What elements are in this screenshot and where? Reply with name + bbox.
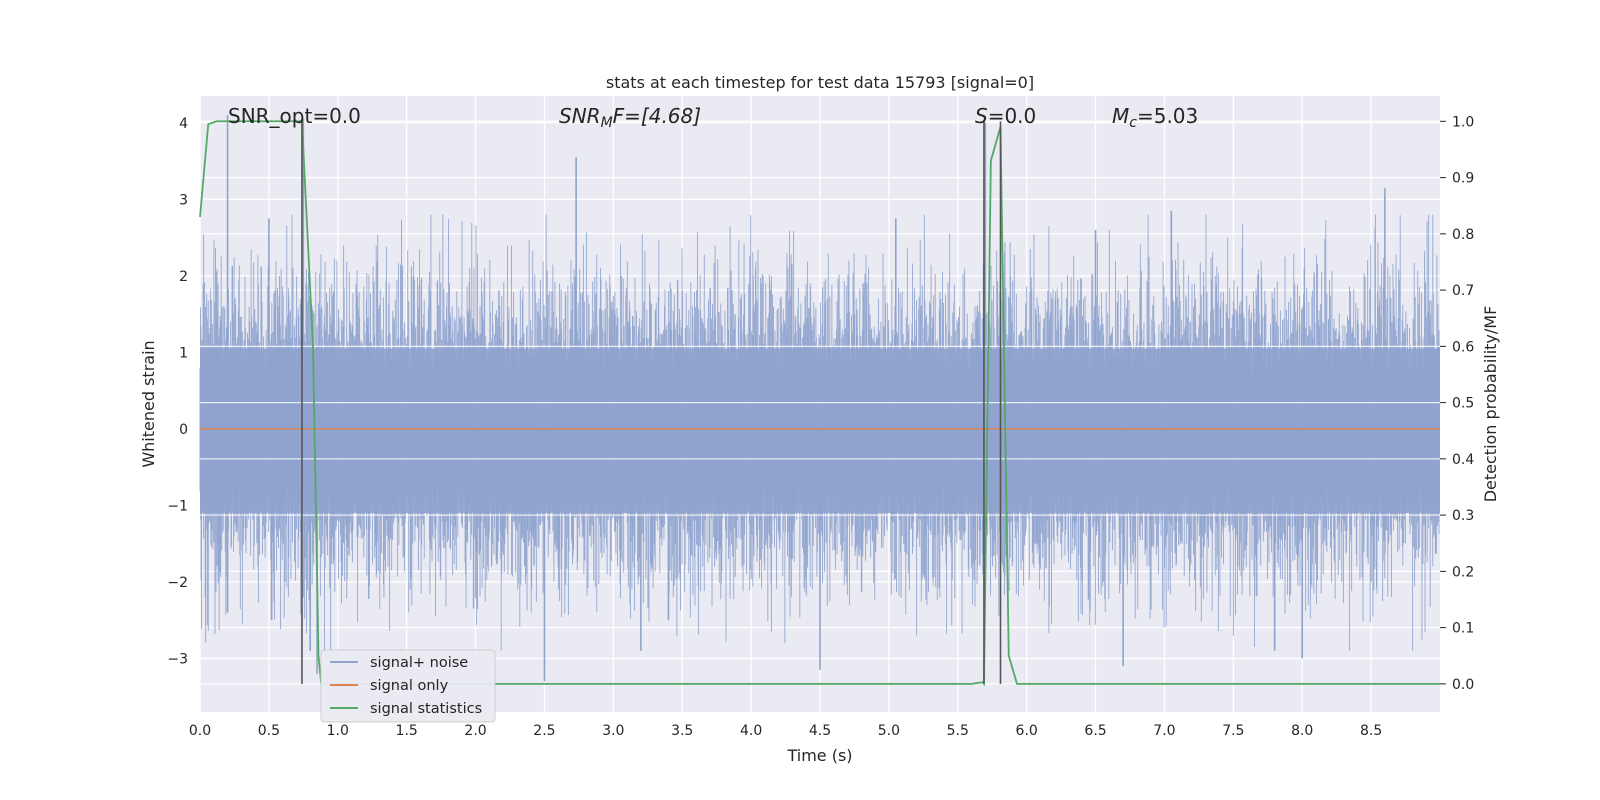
y-right-tick-label: 0.6: [1452, 339, 1474, 355]
y-left-tick-label: −1: [167, 498, 188, 514]
x-tick-label: 3.0: [602, 723, 624, 739]
x-tick-labels: 0.0 0.5 1.0 1.5 2.0 2.5 3.0 3.5 4.0 4.5 5.0 5.5 6.0 6…: [189, 723, 1382, 739]
legend-label-signal-noise: signal+ noise: [370, 655, 468, 671]
x-tick-label: 6.0: [1016, 723, 1038, 739]
y-right-tick-label: 0.1: [1452, 621, 1474, 637]
x-tick-label: 8.0: [1291, 723, 1313, 739]
x-tick-label: 7.0: [1153, 723, 1175, 739]
x-tick-label: 2.5: [533, 723, 555, 739]
y-left-tick-label: 0: [179, 422, 188, 438]
x-tick-label: 5.0: [878, 723, 900, 739]
annotation-snr-opt: SNR_opt=0.0: [228, 104, 361, 128]
x-tick-label: 8.5: [1360, 723, 1382, 739]
y-right-tick-label: 1.0: [1452, 114, 1474, 130]
annotation-mc: Mc=5.03: [1112, 104, 1198, 131]
y-left-tick-label: 2: [179, 269, 188, 285]
y-left-tick-label: −3: [167, 651, 188, 667]
y-left-tick-label: −2: [167, 575, 188, 591]
y-right-tick-labels: 0.0 0.1 0.2 0.3 0.4 0.5 0.6 0.7 0.8 0.9 1.0: [1440, 114, 1474, 693]
x-tick-label: 4.0: [740, 723, 762, 739]
y-right-tick-label: 0.2: [1452, 564, 1474, 580]
y-right-tick-label: 0.7: [1452, 283, 1474, 299]
x-tick-label: 1.0: [327, 723, 349, 739]
legend-label-signal-only: signal only: [370, 678, 449, 694]
x-tick-label: 4.5: [809, 723, 831, 739]
x-tick-label: 2.0: [464, 723, 486, 739]
legend-box: [320, 649, 496, 723]
x-tick-label: 6.5: [1084, 723, 1106, 739]
y-right-axis-label: Detection probability/MF: [1481, 306, 1500, 503]
y-left-tick-label: 3: [179, 192, 188, 208]
y-left-tick-labels: −3 −2 −1 0 1 2 3 4: [167, 116, 188, 668]
x-tick-label: 5.5: [947, 723, 969, 739]
legend: signal+ noise signal only signal statist…: [320, 649, 496, 723]
x-axis-label: Time (s): [786, 746, 852, 765]
y-right-tick-label: 0.8: [1452, 227, 1474, 243]
x-tick-label: 0.0: [189, 723, 211, 739]
y-right-tick-label: 0.5: [1452, 396, 1474, 412]
x-tick-label: 1.5: [396, 723, 418, 739]
y-right-tick-label: 0.4: [1452, 452, 1474, 468]
series-signal-noise: [199, 115, 1440, 682]
x-tick-label: 7.5: [1222, 723, 1244, 739]
x-tick-label: 0.5: [258, 723, 280, 739]
x-tick-label: 3.5: [671, 723, 693, 739]
marker-lines: [301, 121, 1002, 684]
chart-title: stats at each timestep for test data 157…: [606, 73, 1034, 92]
y-left-axis-label: Whitened strain: [139, 340, 158, 467]
y-right-tick-label: 0.9: [1452, 171, 1474, 187]
y-left-tick-label: 1: [179, 345, 188, 361]
y-left-tick-label: 4: [179, 116, 188, 132]
legend-label-signal-statistics: signal statistics: [370, 701, 482, 717]
annotation-s: S=0.0: [975, 104, 1036, 128]
y-right-tick-label: 0.3: [1452, 508, 1474, 524]
annotation-snr-mf: SNRMF=[4.68]: [559, 104, 701, 131]
y-right-tick-label: 0.0: [1452, 677, 1474, 693]
